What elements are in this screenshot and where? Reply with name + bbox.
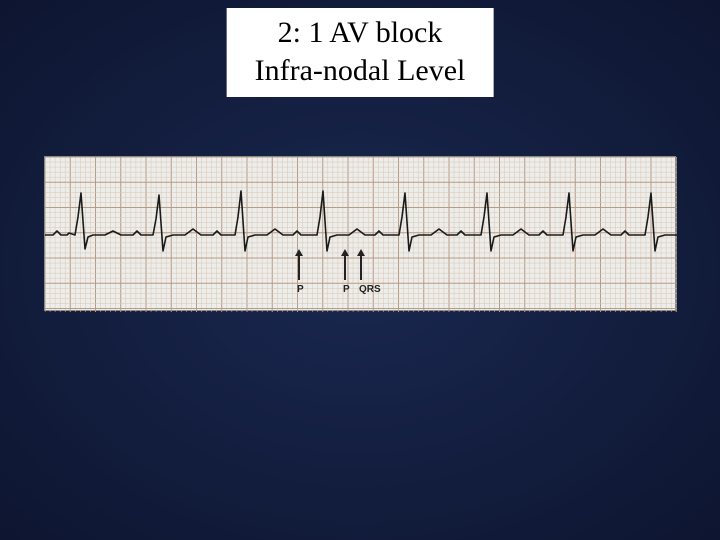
ecg-strip: P P QRS (44, 156, 676, 311)
svg-text:P: P (343, 284, 350, 295)
svg-text:P: P (297, 284, 304, 295)
svg-text:QRS: QRS (359, 284, 381, 295)
slide-title-block: 2: 1 AV block Infra-nodal Level (227, 8, 494, 97)
title-line-2: Infra-nodal Level (255, 52, 466, 90)
title-line-1: 2: 1 AV block (255, 14, 466, 52)
ecg-svg: P P QRS (45, 157, 677, 312)
